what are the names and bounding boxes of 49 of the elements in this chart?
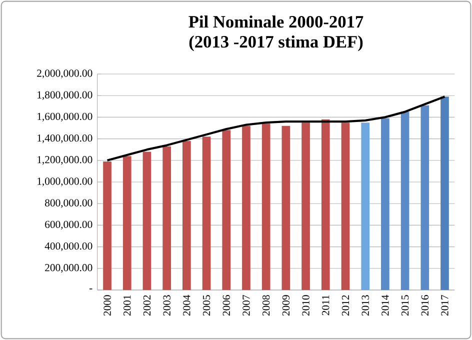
x-tick-label: 2004 <box>183 294 190 316</box>
x-tick-label: 2012 <box>342 295 350 316</box>
bar <box>420 105 430 290</box>
bar <box>222 130 231 290</box>
x-tick-label: 2017 <box>441 295 448 316</box>
y-tick-label: 1,800,000.00 <box>38 91 92 100</box>
bar <box>341 122 350 290</box>
y-tick-label: 400,000.00 <box>44 242 92 252</box>
bar <box>282 126 290 290</box>
x-tick-label: 2009 <box>282 295 290 316</box>
bar <box>321 119 330 290</box>
y-tick-label: 2,000,000.00 <box>37 70 92 78</box>
x-tick-label: 2001 <box>124 295 131 316</box>
bar <box>262 124 270 290</box>
x-tick-label: 2007 <box>242 295 250 316</box>
bar <box>162 146 171 290</box>
x-tick-label: 2005 <box>202 295 210 316</box>
x-tick-label: 2002 <box>143 295 151 316</box>
y-tick-label: 800,000.00 <box>45 199 92 208</box>
x-tick-label: 2011 <box>322 295 330 316</box>
bar <box>242 126 250 290</box>
x-tick-label: 2014 <box>382 294 389 316</box>
bar <box>302 122 310 290</box>
bar <box>361 122 370 290</box>
y-tick-label: 200,000.00 <box>45 264 92 273</box>
x-tick-label: 2000 <box>104 295 111 316</box>
bar <box>182 140 191 290</box>
y-tick-label: 1,000,000.00 <box>38 178 92 186</box>
bar <box>122 156 132 290</box>
bar <box>381 118 390 290</box>
chart-subtitle: (2013 -2017 stima DEF) <box>189 35 363 52</box>
chart-title: Pil Nominale 2000-2017 <box>188 15 364 28</box>
x-tick-label: 2016 <box>421 295 428 316</box>
bar <box>400 112 410 290</box>
y-tick-label: 1,600,000.00 <box>38 112 92 122</box>
x-tick-label: 2006 <box>222 295 230 316</box>
x-tick-label: 2008 <box>262 295 270 316</box>
bar <box>202 136 211 290</box>
x-tick-label: 2010 <box>302 295 310 316</box>
x-tick-label: 2013 <box>362 295 369 316</box>
x-tick-label: 2015 <box>401 295 409 316</box>
y-tick-label: 1,400,000.00 <box>38 134 92 144</box>
bar <box>103 161 112 290</box>
y-tick-label: - <box>89 288 92 290</box>
y-tick-label: 1,200,000.00 <box>38 156 92 165</box>
y-tick-label: 600,000.00 <box>45 220 92 230</box>
bar <box>142 152 152 290</box>
x-tick-label: 2003 <box>163 295 170 316</box>
bar <box>440 96 449 290</box>
